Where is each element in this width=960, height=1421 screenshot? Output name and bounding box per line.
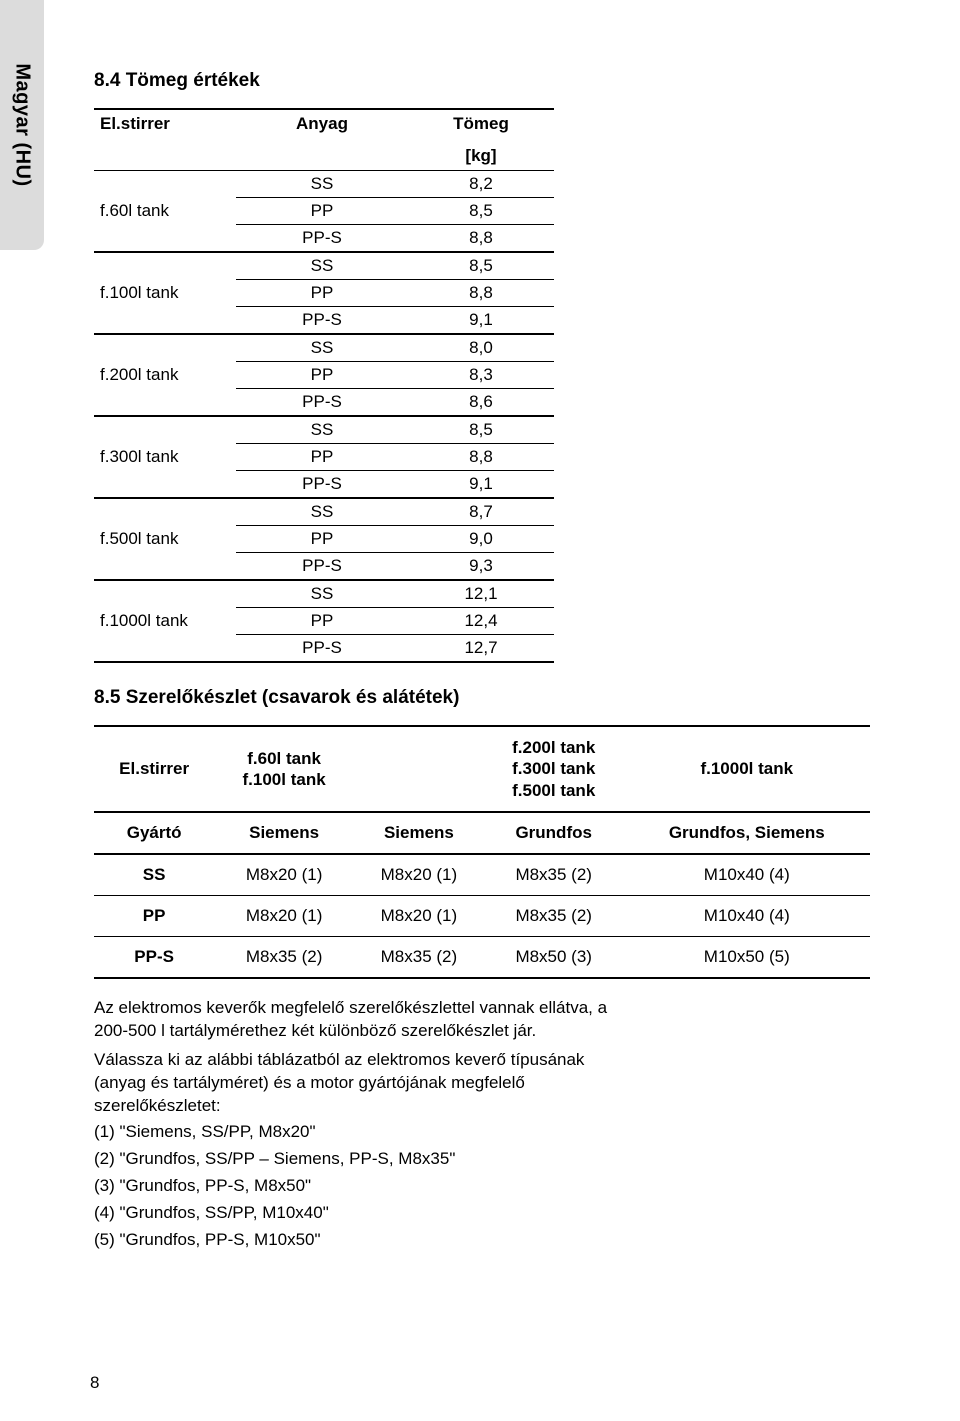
table-cell: M8x50 (3) <box>484 936 624 978</box>
table-cell: M8x35 (2) <box>354 936 484 978</box>
page: Magyar (HU) 8.4 Tömeg értékek El.stirrer… <box>0 0 960 1421</box>
note-l4: (4) "Grundfos, SS/PP, M10x40" <box>94 1202 614 1225</box>
table-cell: 8,3 <box>408 362 554 389</box>
table-row-label: f.200l tank <box>94 334 236 416</box>
table-cell: PP-S <box>236 471 408 499</box>
table-cell: SS <box>236 498 408 526</box>
t1-h0: El.stirrer <box>94 109 236 144</box>
table-cell: PP <box>236 608 408 635</box>
note-l2: (2) "Grundfos, SS/PP – Siemens, PP-S, M8… <box>94 1148 614 1171</box>
table-cell: M8x20 (1) <box>354 854 484 896</box>
t2-h2 <box>354 726 484 812</box>
table-cell: PP-S <box>236 635 408 663</box>
table-cell: PP-S <box>236 307 408 335</box>
table-cell: M8x35 (2) <box>214 936 354 978</box>
note-p1: Az elektromos keverők megfelelő szerelők… <box>94 997 614 1043</box>
table-cell: SS <box>236 580 408 608</box>
note-l1: (1) "Siemens, SS/PP, M8x20" <box>94 1121 614 1144</box>
table-cell: 8,5 <box>408 416 554 444</box>
table-cell: 8,0 <box>408 334 554 362</box>
note-l3: (3) "Grundfos, PP-S, M8x50" <box>94 1175 614 1198</box>
header-line: f.300l tank <box>490 758 618 779</box>
table-cell: M8x20 (1) <box>214 895 354 936</box>
note-l5: (5) "Grundfos, PP-S, M10x50" <box>94 1229 614 1252</box>
table-cell: 8,6 <box>408 389 554 417</box>
table-cell: 8,5 <box>408 252 554 280</box>
header-line: f.100l tank <box>220 769 348 790</box>
t2-h4: f.1000l tank <box>624 726 870 812</box>
table-cell: 9,1 <box>408 307 554 335</box>
table-cell: PP <box>236 280 408 307</box>
table-cell: SS <box>236 252 408 280</box>
table-cell: Siemens <box>214 812 354 854</box>
table-cell: PP-S <box>94 936 214 978</box>
table-cell: M10x50 (5) <box>624 936 870 978</box>
mass-table: El.stirrer Anyag Tömeg [kg] f.60l tankSS… <box>94 108 554 663</box>
section-2-title: 8.5 Szerelőkészlet (csavarok és alátétek… <box>94 687 870 709</box>
table-row-label: f.100l tank <box>94 252 236 334</box>
table-cell: 12,1 <box>408 580 554 608</box>
table-cell: Gyártó <box>94 812 214 854</box>
notes: Az elektromos keverők megfelelő szerelők… <box>94 997 614 1252</box>
t1-h1: Anyag <box>236 109 408 144</box>
page-number: 8 <box>90 1373 99 1393</box>
table-cell: 8,5 <box>408 198 554 225</box>
table-row-label: f.500l tank <box>94 498 236 580</box>
table-cell: 8,8 <box>408 225 554 253</box>
language-label: Magyar (HU) <box>11 63 34 186</box>
table-cell: 8,8 <box>408 280 554 307</box>
note-p2: Válassza ki az alábbi táblázatból az ele… <box>94 1049 614 1118</box>
table-cell: 8,2 <box>408 171 554 198</box>
table-cell: 8,8 <box>408 444 554 471</box>
table-cell: Siemens <box>354 812 484 854</box>
content-area: 8.4 Tömeg értékek El.stirrer Anyag Tömeg… <box>94 70 870 1252</box>
table-cell: 12,4 <box>408 608 554 635</box>
table-cell: PP <box>236 362 408 389</box>
table-cell: M10x40 (4) <box>624 895 870 936</box>
table-cell: PP-S <box>236 225 408 253</box>
table-cell: 9,0 <box>408 526 554 553</box>
table-row-label: f.60l tank <box>94 171 236 253</box>
table-cell: M8x35 (2) <box>484 854 624 896</box>
kit-table: El.stirrer f.60l tankf.100l tank f.200l … <box>94 725 870 979</box>
table-cell: Grundfos <box>484 812 624 854</box>
table-cell: M8x20 (1) <box>214 854 354 896</box>
t2-h0: El.stirrer <box>94 726 214 812</box>
t2-h3: f.200l tankf.300l tankf.500l tank <box>484 726 624 812</box>
table-cell: PP <box>236 198 408 225</box>
header-line: f.200l tank <box>490 737 618 758</box>
table-cell: M8x35 (2) <box>484 895 624 936</box>
table-cell: SS <box>236 171 408 198</box>
table-cell: PP-S <box>236 389 408 417</box>
table-cell: 9,3 <box>408 553 554 581</box>
table-row-label: f.1000l tank <box>94 580 236 662</box>
table-cell: SS <box>236 334 408 362</box>
table-cell: PP <box>236 526 408 553</box>
t1-unit: [kg] <box>408 144 554 171</box>
table-cell: 9,1 <box>408 471 554 499</box>
table-cell: Grundfos, Siemens <box>624 812 870 854</box>
table-row-label: f.300l tank <box>94 416 236 498</box>
t1-h2: Tömeg <box>408 109 554 144</box>
table-cell: PP <box>94 895 214 936</box>
table-cell: SS <box>94 854 214 896</box>
table-cell: 12,7 <box>408 635 554 663</box>
table-cell: M8x20 (1) <box>354 895 484 936</box>
t2-h1: f.60l tankf.100l tank <box>214 726 354 812</box>
table-cell: 8,7 <box>408 498 554 526</box>
table-cell: SS <box>236 416 408 444</box>
header-line: f.500l tank <box>490 780 618 801</box>
section-1-title: 8.4 Tömeg értékek <box>94 70 870 92</box>
header-line: f.60l tank <box>220 748 348 769</box>
table-cell: PP <box>236 444 408 471</box>
language-tab: Magyar (HU) <box>0 0 44 250</box>
table-cell: M10x40 (4) <box>624 854 870 896</box>
table-cell: PP-S <box>236 553 408 581</box>
